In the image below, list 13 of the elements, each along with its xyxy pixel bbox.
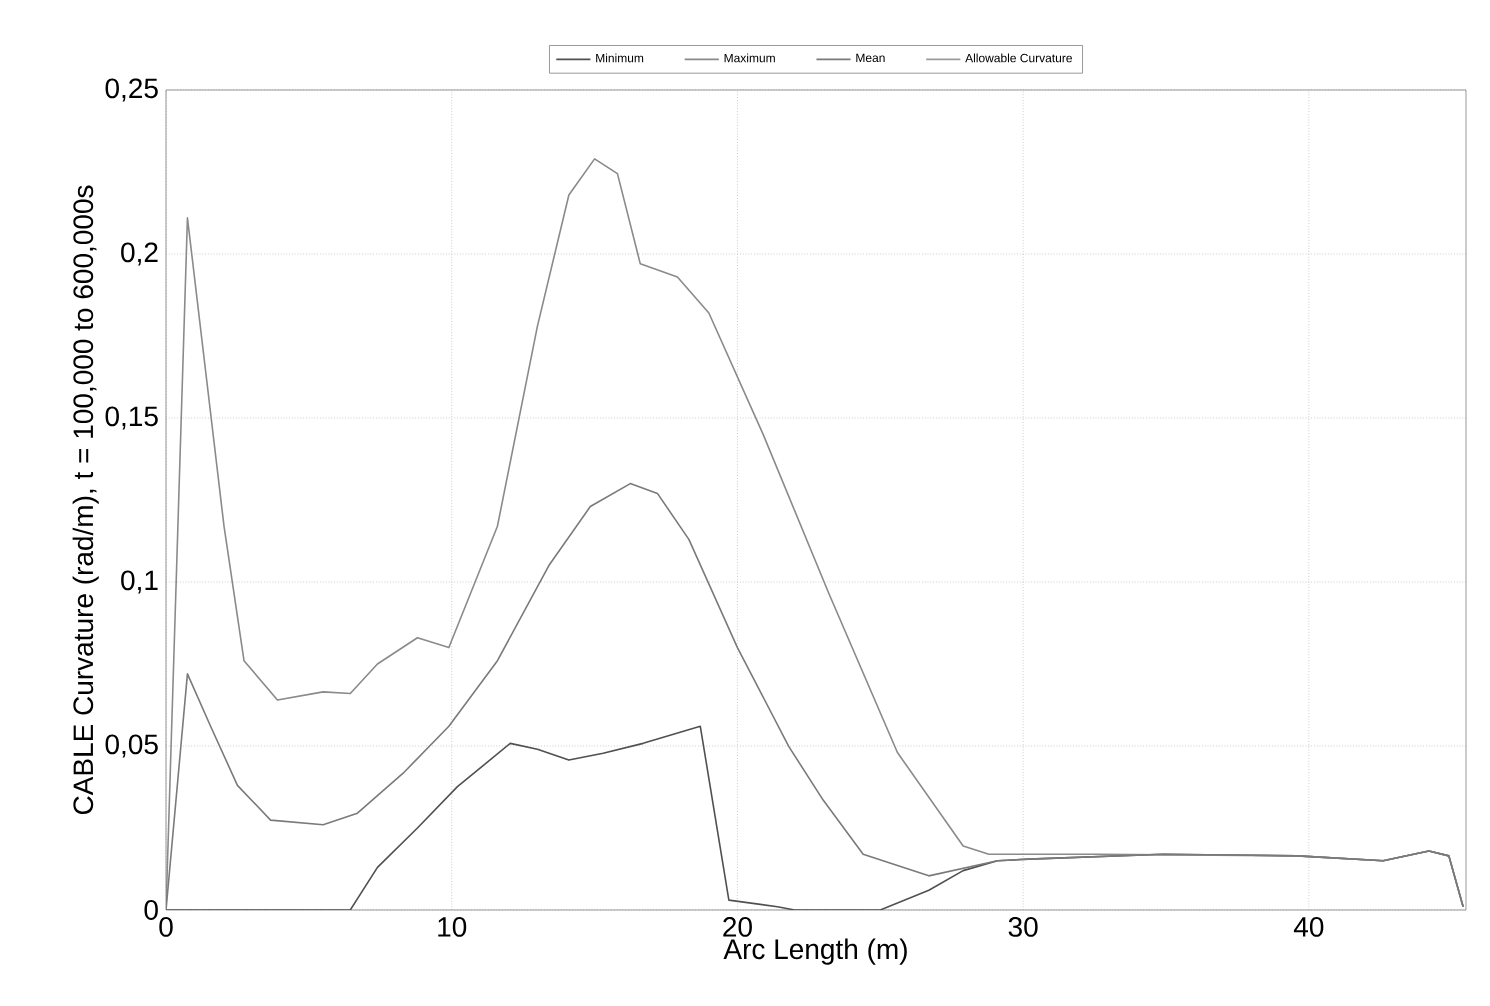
x-tick-label: 30 [1008,917,1038,937]
x-tick-label: 10 [438,917,467,937]
x-tick-label: 40 [1293,917,1324,937]
x-axis-title: Arc Length (m) [723,938,907,965]
y-tick-label: 0,15 [105,406,158,430]
y-tick-label: 0,05 [105,734,158,758]
y-tick-label: 0,1 [121,570,158,594]
y-axis-title: CABLE Curvature (rad/m), t = 100,000 to 600,000s [72,185,99,815]
x-tick-label: 20 [723,917,752,937]
y-tick-label: 0,25 [105,78,158,102]
y-tick-label: 0,2 [121,242,158,266]
x-tick-label: 0 [159,917,173,937]
y-tick-label: 0 [144,900,158,920]
